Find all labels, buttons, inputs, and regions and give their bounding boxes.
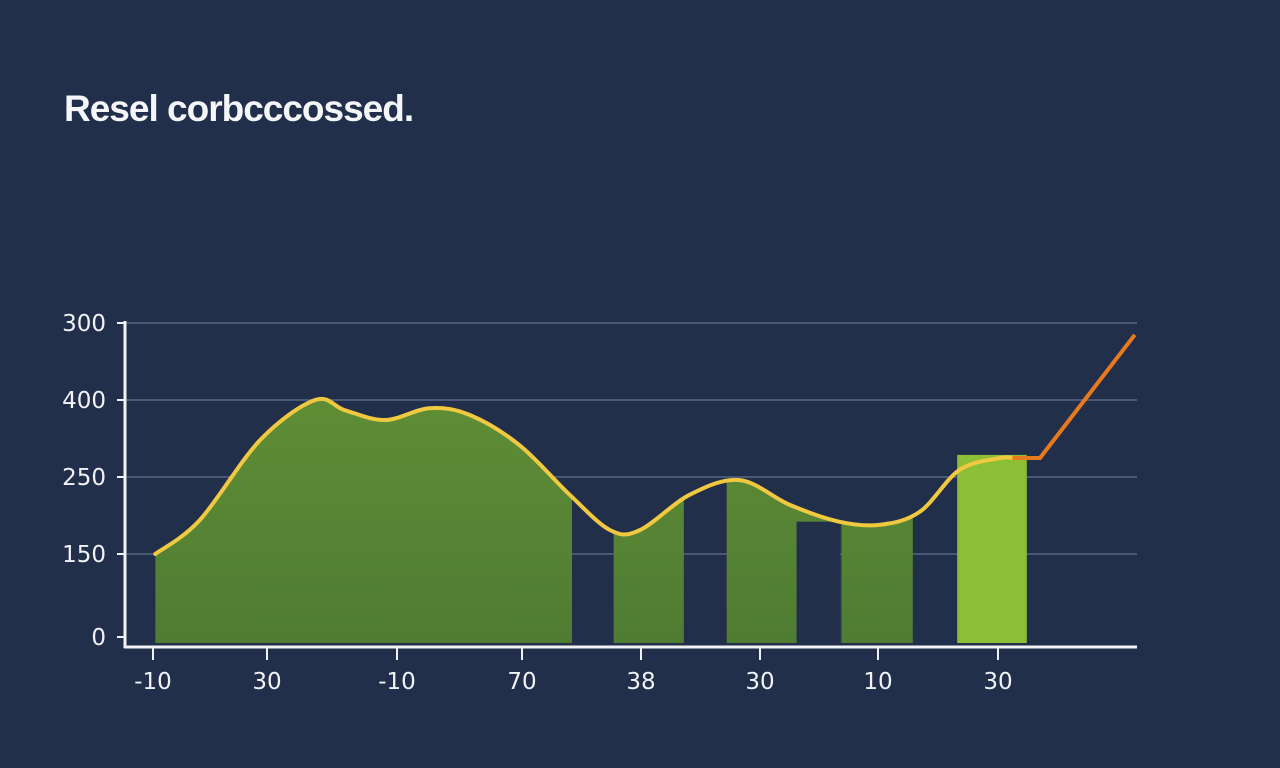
x-tick-label: 70 (507, 669, 536, 695)
y-tick-label: 150 (62, 542, 106, 568)
gap-notch (796, 521, 841, 643)
y-tick-label: 0 (91, 625, 106, 651)
x-tick-label: 30 (745, 669, 774, 695)
y-tick-label: 250 (62, 465, 106, 491)
series-line (153, 396, 1015, 556)
x-tick-label: 30 (252, 669, 281, 695)
y-tick-label: 400 (62, 388, 106, 414)
area-fill (155, 398, 913, 643)
x-tick-label: -10 (134, 669, 172, 695)
trend-line (1012, 333, 1137, 461)
x-tick-label: 30 (983, 669, 1012, 695)
y-tick-label: 300 (62, 311, 106, 337)
highlight-bar (957, 454, 1027, 643)
x-tick-label: 38 (626, 669, 655, 695)
chart-title: Resel corbcccossed. (64, 88, 414, 129)
x-tick-label: 10 (863, 669, 892, 695)
x-tick-label: -10 (378, 669, 416, 695)
